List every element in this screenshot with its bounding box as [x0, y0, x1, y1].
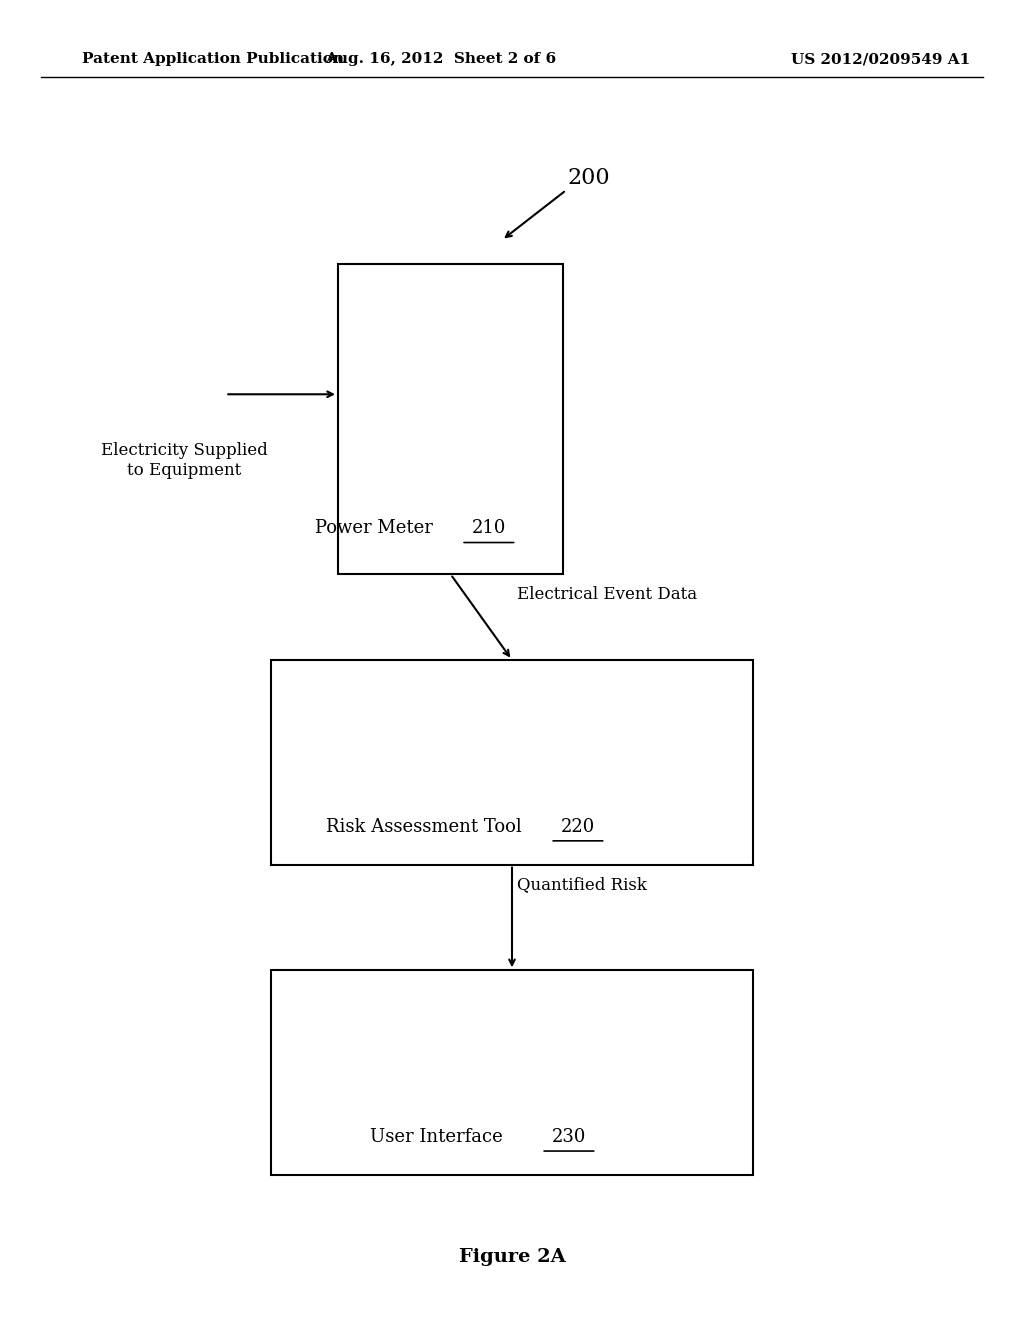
Text: Quantified Risk: Quantified Risk: [517, 876, 647, 894]
Text: 210: 210: [472, 519, 506, 537]
FancyBboxPatch shape: [271, 660, 753, 865]
FancyBboxPatch shape: [338, 264, 563, 574]
Text: US 2012/0209549 A1: US 2012/0209549 A1: [791, 53, 971, 66]
Text: Patent Application Publication: Patent Application Publication: [82, 53, 344, 66]
Text: 200: 200: [567, 168, 610, 189]
Text: Aug. 16, 2012  Sheet 2 of 6: Aug. 16, 2012 Sheet 2 of 6: [325, 53, 556, 66]
Text: 230: 230: [552, 1127, 586, 1146]
Text: Electrical Event Data: Electrical Event Data: [517, 586, 697, 603]
FancyBboxPatch shape: [271, 970, 753, 1175]
Text: User Interface: User Interface: [370, 1127, 503, 1146]
Text: Risk Assessment Tool: Risk Assessment Tool: [326, 817, 521, 836]
Text: Figure 2A: Figure 2A: [459, 1247, 565, 1266]
Text: Power Meter: Power Meter: [314, 519, 432, 537]
Text: 220: 220: [561, 817, 595, 836]
Text: Electricity Supplied
to Equipment: Electricity Supplied to Equipment: [101, 442, 267, 479]
